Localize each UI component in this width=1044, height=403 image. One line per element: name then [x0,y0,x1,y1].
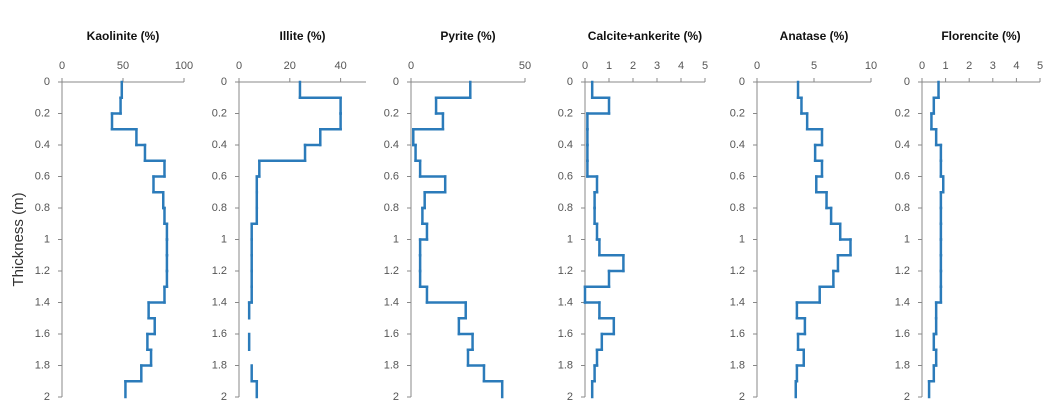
y-tick-label: 0.4 [384,139,399,151]
y-axis-label: Thickness (m) [10,192,27,286]
x-tick-label: 0 [408,60,414,72]
y-tick-label: 1.2 [384,265,399,277]
x-tick-label: 0 [236,60,242,72]
y-tick-label: 0 [567,76,573,88]
y-tick-label: 0.8 [212,202,227,214]
x-tick-label: 4 [678,60,684,72]
y-tick-label: 1.2 [35,265,50,277]
x-tick-label: 50 [117,60,129,72]
y-tick-label: 0 [904,76,910,88]
panel-title: Illite (%) [279,29,326,43]
y-tick-label: 1.6 [558,328,573,340]
y-tick-label: 0.6 [384,170,399,182]
y-tick-label: 1.4 [212,296,227,308]
y-tick-label: 0.6 [35,170,50,182]
x-tick-label: 1 [943,60,949,72]
x-tick-label: 50 [519,60,531,72]
y-tick-label: 0 [393,76,399,88]
y-tick-label: 1.6 [895,328,910,340]
x-tick-label: 40 [334,60,346,72]
panel-title: Pyrite (%) [440,29,496,43]
panel-title: Anatase (%) [779,29,849,43]
y-tick-label: 1.8 [384,359,399,371]
y-tick-label: 2 [44,391,50,403]
y-tick-label: 0.2 [730,107,745,119]
y-tick-label: 0 [739,76,745,88]
x-tick-label: 20 [284,60,296,72]
y-tick-label: 0.2 [558,107,573,119]
x-tick-label: 10 [865,60,877,72]
y-tick-label: 0.8 [558,202,573,214]
y-tick-label: 1.6 [35,328,50,340]
x-tick-label: 0 [582,60,588,72]
y-tick-label: 0.4 [895,139,910,151]
y-tick-label: 0 [221,76,227,88]
x-tick-label: 0 [919,60,925,72]
y-tick-label: 1.2 [730,265,745,277]
y-tick-label: 1 [44,233,50,245]
y-tick-label: 1.8 [895,359,910,371]
y-tick-label: 1.6 [730,328,745,340]
y-tick-label: 0.2 [384,107,399,119]
y-tick-label: 0.4 [212,139,227,151]
y-tick-label: 0.2 [212,107,227,119]
y-tick-label: 0.6 [895,170,910,182]
y-tick-label: 0.6 [730,170,745,182]
y-tick-label: 0.6 [558,170,573,182]
y-tick-label: 0.2 [35,107,50,119]
y-tick-label: 2 [904,391,910,403]
y-tick-label: 2 [567,391,573,403]
x-tick-label: 3 [654,60,660,72]
x-tick-label: 5 [811,60,817,72]
panel-title: Calcite+ankerite (%) [587,29,703,43]
y-tick-label: 1 [567,233,573,245]
panel-title: Kaolinite (%) [86,29,160,43]
y-tick-label: 1 [221,233,227,245]
y-tick-label: 1.2 [558,265,573,277]
y-tick-label: 1.6 [384,328,399,340]
y-tick-label: 1.8 [730,359,745,371]
x-tick-label: 4 [1013,60,1019,72]
x-tick-label: 1 [606,60,612,72]
x-tick-label: 2 [966,60,972,72]
y-tick-label: 0.6 [212,170,227,182]
y-tick-label: 0.4 [730,139,745,151]
x-tick-label: 0 [754,60,760,72]
x-tick-label: 2 [630,60,636,72]
x-tick-label: 5 [1037,60,1043,72]
x-tick-label: 3 [990,60,996,72]
y-tick-label: 1.8 [35,359,50,371]
y-tick-label: 1.4 [558,296,573,308]
y-tick-label: 0.4 [558,139,573,151]
y-tick-label: 1.8 [558,359,573,371]
y-tick-label: 0.4 [35,139,50,151]
x-tick-label: 0 [59,60,65,72]
y-tick-label: 0.8 [384,202,399,214]
y-tick-label: 0.8 [35,202,50,214]
y-tick-label: 1 [904,233,910,245]
x-tick-label: 100 [175,60,193,72]
y-tick-label: 1.4 [730,296,745,308]
y-tick-label: 1.8 [212,359,227,371]
y-tick-label: 1 [393,233,399,245]
y-tick-label: 0 [44,76,50,88]
y-tick-label: 2 [221,391,227,403]
y-tick-label: 0.2 [895,107,910,119]
x-tick-label: 5 [702,60,708,72]
y-tick-label: 1.4 [35,296,50,308]
y-tick-label: 2 [739,391,745,403]
y-tick-label: 1.4 [384,296,399,308]
panel-title: Florencite (%) [941,29,1021,43]
y-tick-label: 1 [739,233,745,245]
y-tick-label: 1.4 [895,296,910,308]
y-tick-label: 0.8 [730,202,745,214]
y-tick-label: 1.2 [895,265,910,277]
y-tick-label: 1.6 [212,328,227,340]
y-tick-label: 1.2 [212,265,227,277]
y-tick-label: 0.8 [895,202,910,214]
y-tick-label: 2 [393,391,399,403]
